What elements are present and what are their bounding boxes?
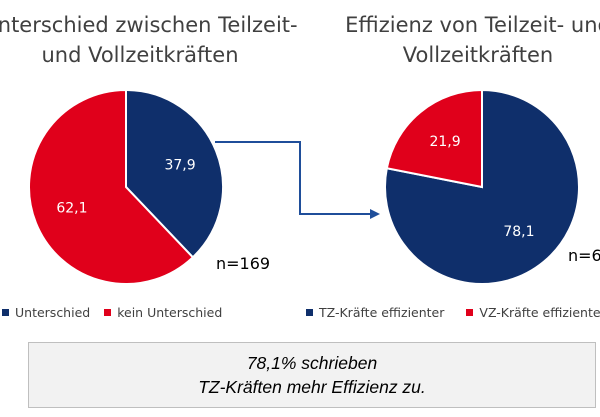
pie-data-label-1-0: 78,1: [503, 224, 534, 240]
callout-line-1: 78,1% schrieben: [246, 353, 378, 373]
callout-line-2: TZ-Kräften mehr Effizienz zu.: [198, 377, 426, 397]
legend-label-kein-unterschied: kein Unterschied: [117, 304, 223, 320]
pie-data-label-0-0: 37,9: [164, 157, 195, 173]
legend-item-tz-effizienter: TZ-Kräfte effizienter: [306, 305, 444, 320]
legend-swatch-red: [104, 308, 112, 316]
pie-data-label-0-1: 62,1: [56, 201, 87, 217]
legend-swatch-red: [466, 308, 474, 316]
connector-arrow: [215, 141, 380, 219]
legend-item-unterschied: Unterschied: [2, 305, 90, 320]
legend-label-tz-effizienter: TZ-Kräfte effizienter: [319, 304, 445, 320]
chart-title-right-line2: Vollzeitkräften: [402, 43, 554, 67]
chart-title-left-line1: Unterschied zwischen Teilzeit-: [0, 13, 298, 37]
legend-item-vz-effizienter: VZ-Kräfte effizienter: [466, 305, 600, 320]
legend-swatch-navy: [306, 308, 313, 316]
legend-left: Unterschied kein Unterschied: [2, 302, 236, 322]
legend-item-kein-unterschied: kein Unterschied: [104, 305, 222, 320]
pie-slice-0-1: [28, 88, 195, 285]
n-label-right: n=64: [568, 246, 600, 265]
chart-title-right: Effizienz von Teilzeit- und Vollzeitkräf…: [318, 10, 600, 70]
legend-label-unterschied: Unterschied: [15, 304, 91, 320]
legend-right: TZ-Kräfte effizienter VZ-Kräfte effizien…: [306, 302, 600, 322]
chart-title-left-line2: und Vollzeitkräften: [41, 43, 239, 67]
n-label-left: n=169: [216, 254, 271, 273]
legend-swatch-navy: [2, 308, 9, 316]
pie-slice-1-1: [385, 88, 483, 189]
pie-chart-right: 78,1 21,9: [384, 88, 580, 285]
summary-callout: 78,1% schrieben TZ-Kräften mehr Effizien…: [28, 342, 596, 408]
pie-slice-0-0: [125, 88, 224, 259]
chart-title-left: Unterschied zwischen Teilzeit- und Vollz…: [0, 10, 320, 70]
legend-label-vz-effizienter: VZ-Kräfte effizienter: [479, 304, 600, 320]
pie-data-label-1-1: 21,9: [429, 134, 460, 150]
chart-title-right-line1: Effizienz von Teilzeit- und: [345, 13, 600, 37]
pie-chart-left: 37,9 62,1: [28, 88, 224, 285]
